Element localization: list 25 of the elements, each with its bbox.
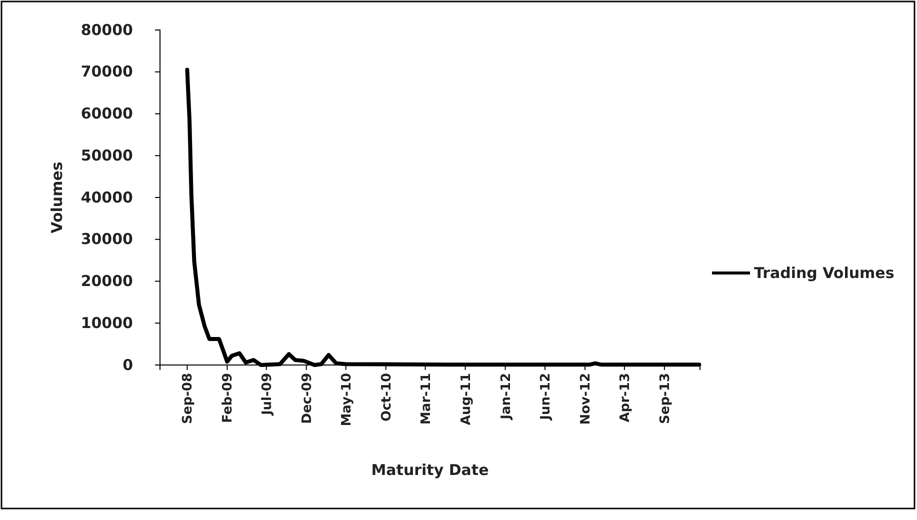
x-tick-label: Mar-11 [418, 373, 434, 425]
y-axis-title: Volumes [48, 162, 66, 234]
x-axis-title: Maturity Date [371, 461, 489, 479]
y-tick-label: 40000 [80, 188, 133, 206]
x-tick-label: May-10 [339, 373, 354, 426]
legend-label: Trading Volumes [754, 264, 894, 282]
y-tick-label: 10000 [80, 314, 133, 332]
y-tick-label: 30000 [80, 230, 133, 248]
x-tick-label: Sep-08 [180, 373, 196, 424]
x-tick-label: Oct-10 [379, 373, 394, 422]
x-tick-label: Feb-09 [220, 373, 236, 423]
x-tick-label: Aug-11 [458, 373, 474, 426]
x-tick-label: Dec-09 [300, 373, 315, 424]
y-tick-label: 60000 [80, 104, 133, 123]
x-tick-label: Apr-13 [618, 373, 634, 422]
x-tick-label: Jun-12 [538, 373, 554, 421]
x-tick-label: Sep-13 [658, 373, 674, 424]
x-tick-label: Nov-12 [578, 373, 594, 425]
y-tick-label: 70000 [80, 62, 133, 81]
y-tick-label: 20000 [80, 272, 133, 290]
y-tick-label: 0 [122, 356, 133, 374]
x-tick-label: Jul-09 [260, 373, 275, 416]
x-tick-label: Jan-12 [498, 373, 514, 420]
y-tick-label: 80000 [80, 20, 133, 39]
y-tick-label: 50000 [80, 146, 133, 164]
